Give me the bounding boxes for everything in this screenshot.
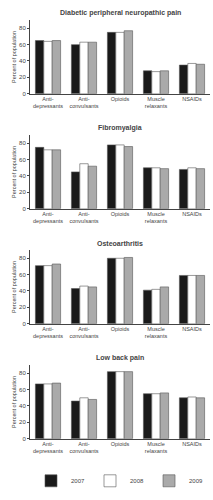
svg-text:Percent of population: Percent of population <box>11 146 17 198</box>
svg-text:Anti-depressants: Anti-depressants <box>33 96 63 109</box>
svg-text:Musclerelaxants: Musclerelaxants <box>145 326 168 339</box>
svg-text:NSAIDs: NSAIDs <box>182 96 202 102</box>
svg-text:Anti-depressants: Anti-depressants <box>33 211 63 224</box>
svg-text:2009: 2009 <box>189 478 203 484</box>
svg-text:80: 80 <box>19 255 26 261</box>
svg-text:Anti-convulsants: Anti-convulsants <box>69 441 98 454</box>
svg-text:NSAIDs: NSAIDs <box>182 441 202 447</box>
svg-text:80: 80 <box>19 25 26 31</box>
svg-text:Percent of population: Percent of population <box>11 31 17 83</box>
svg-text:Opioids: Opioids <box>111 211 130 217</box>
svg-text:0: 0 <box>22 436 26 442</box>
svg-text:60: 60 <box>19 272 26 278</box>
svg-text:40: 40 <box>19 58 26 64</box>
svg-text:Diabetic peripheral neuropathi: Diabetic peripheral neuropathic pain <box>60 9 181 17</box>
svg-text:Percent of population: Percent of population <box>11 376 17 428</box>
svg-text:80: 80 <box>19 370 26 376</box>
svg-text:Musclerelaxants: Musclerelaxants <box>145 441 168 454</box>
svg-text:2007: 2007 <box>71 478 85 484</box>
svg-text:Osteoarthritis: Osteoarthritis <box>97 240 143 247</box>
svg-text:Low back pain: Low back pain <box>96 354 144 362</box>
svg-text:80: 80 <box>19 140 26 146</box>
svg-text:Musclerelaxants: Musclerelaxants <box>145 211 168 224</box>
svg-text:NSAIDs: NSAIDs <box>182 326 202 332</box>
svg-text:0: 0 <box>22 91 26 97</box>
svg-text:0: 0 <box>22 206 26 212</box>
svg-text:60: 60 <box>19 42 26 48</box>
svg-text:Musclerelaxants: Musclerelaxants <box>145 96 168 109</box>
svg-text:Fibromyalgia: Fibromyalgia <box>98 124 142 132</box>
svg-text:Anti-convulsants: Anti-convulsants <box>69 96 98 109</box>
svg-text:20: 20 <box>19 74 26 80</box>
svg-text:60: 60 <box>19 387 26 393</box>
svg-text:40: 40 <box>19 403 26 409</box>
svg-text:0: 0 <box>22 321 26 327</box>
svg-text:Anti-depressants: Anti-depressants <box>33 441 63 454</box>
svg-text:40: 40 <box>19 288 26 294</box>
svg-text:Opioids: Opioids <box>111 326 130 332</box>
svg-text:NSAIDs: NSAIDs <box>182 211 202 217</box>
svg-text:20: 20 <box>19 304 26 310</box>
svg-text:60: 60 <box>19 157 26 163</box>
svg-text:40: 40 <box>19 173 26 179</box>
svg-text:20: 20 <box>19 419 26 425</box>
svg-text:Anti-convulsants: Anti-convulsants <box>69 211 98 224</box>
svg-text:Opioids: Opioids <box>111 96 130 102</box>
svg-text:2008: 2008 <box>130 478 144 484</box>
svg-text:Anti-convulsants: Anti-convulsants <box>69 326 98 339</box>
svg-text:Percent of population: Percent of population <box>11 261 17 313</box>
svg-text:Anti-depressants: Anti-depressants <box>33 326 63 339</box>
svg-text:20: 20 <box>19 189 26 195</box>
svg-text:Opioids: Opioids <box>111 441 130 447</box>
